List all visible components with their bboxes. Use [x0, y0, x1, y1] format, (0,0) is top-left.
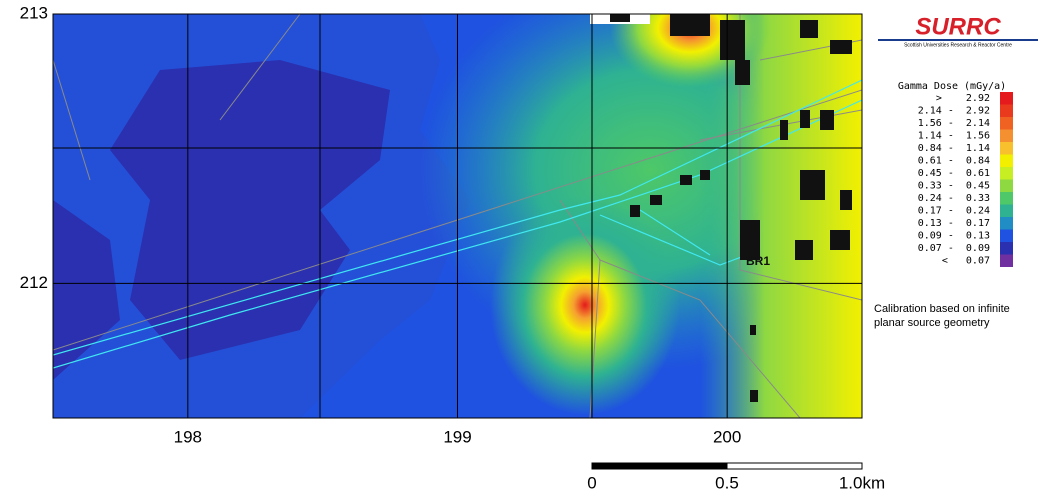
- scale-segment: [591, 462, 728, 470]
- buildings: [610, 14, 852, 402]
- note: Calibration based on infinite: [874, 303, 1010, 315]
- logo: SURRC Scottish Universities Research & R…: [878, 13, 1038, 48]
- note: planar source geometry: [874, 317, 990, 329]
- legend-label: 1.56 - 2.14: [918, 118, 990, 129]
- legend-label: 0.24 - 0.33: [918, 193, 990, 204]
- legend-label: < 0.07: [942, 256, 990, 267]
- legend-label: 0.17 - 0.24: [918, 206, 990, 217]
- legend-swatch: [1000, 92, 1013, 105]
- x-tick-label: 199: [443, 427, 471, 446]
- legend-swatch: [1000, 192, 1013, 205]
- y-tick-label: 213: [20, 3, 48, 22]
- legend-swatch: [1000, 179, 1013, 192]
- legend-swatch: [1000, 142, 1013, 155]
- logo-mark: SURRC: [915, 13, 1001, 40]
- legend-label: 0.33 - 0.45: [918, 181, 990, 192]
- legend-label: 0.45 - 0.61: [918, 168, 990, 179]
- site-label: BR1: [746, 254, 770, 268]
- legend-label: 0.84 - 1.14: [918, 143, 990, 154]
- legend-swatch: [1000, 204, 1013, 217]
- x-tick-label: 200: [713, 427, 741, 446]
- legend: > 2.922.14 - 2.921.56 - 2.141.14 - 1.560…: [918, 92, 1013, 267]
- legend-label: 1.14 - 1.56: [918, 131, 990, 142]
- lowest-zone: [53, 200, 120, 380]
- legend-label: > 2.92: [936, 93, 990, 104]
- legend-swatch: [1000, 167, 1013, 180]
- railway: [53, 79, 862, 369]
- y-tick-label: 212: [20, 273, 48, 292]
- legend-label: 0.09 - 0.13: [918, 231, 990, 242]
- legend-swatch: [1000, 229, 1013, 242]
- legend-label: 2.14 - 2.92: [918, 106, 990, 117]
- tick-labels: 198 199 200 212 213: [20, 3, 742, 446]
- legend-swatch: [1000, 104, 1013, 117]
- hotspot: [490, 195, 680, 415]
- grid: [53, 14, 862, 418]
- scale-label: 1.0km: [839, 473, 885, 492]
- legend-label: 0.07 - 0.09: [918, 243, 990, 254]
- dose-raster: [53, 14, 862, 418]
- legend-swatch: [1000, 117, 1013, 130]
- scale-label: 0.5: [715, 473, 739, 492]
- legend-title: Gamma Dose (mGy/a): [898, 81, 1006, 92]
- map-frame: [52, 13, 863, 419]
- logo-subtitle: Scottish Universities Research & Reactor…: [904, 42, 1012, 48]
- x-tick-label: 198: [174, 427, 202, 446]
- legend-swatch: [1000, 154, 1013, 167]
- scale-segment: [726, 462, 863, 470]
- legend-label: 0.61 - 0.84: [918, 156, 990, 167]
- legend-swatch: [1000, 254, 1013, 267]
- legend-swatch: [1000, 242, 1013, 255]
- legend-swatch: [1000, 217, 1013, 230]
- legend-label: 0.13 - 0.17: [918, 218, 990, 229]
- scale-bar: 0 0.5 1.0km: [587, 462, 885, 492]
- scale-label: 0: [587, 473, 596, 492]
- legend-swatch: [1000, 129, 1013, 142]
